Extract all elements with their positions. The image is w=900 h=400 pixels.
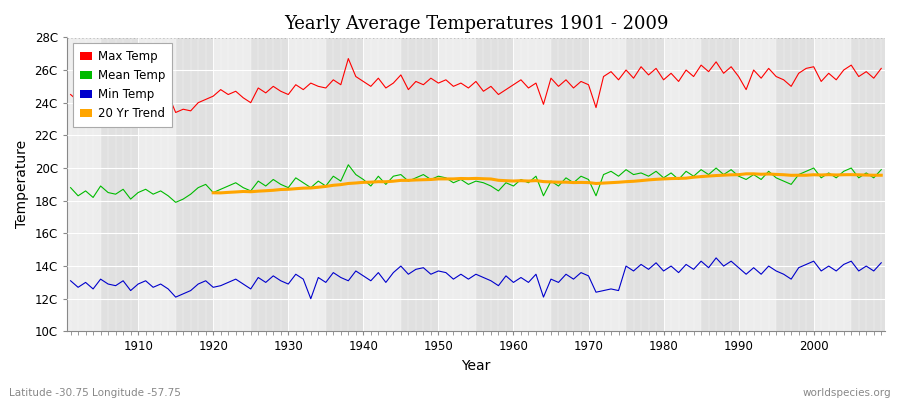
Y-axis label: Temperature: Temperature (15, 140, 29, 228)
Bar (138, 37, 176, 332)
Text: worldspecies.org: worldspecies.org (803, 388, 891, 398)
Bar (438, 37, 476, 332)
Bar (889, 37, 900, 332)
Bar (364, 37, 400, 332)
X-axis label: Year: Year (461, 359, 491, 373)
Bar (663, 37, 701, 332)
Bar (814, 37, 851, 332)
Text: Latitude -30.75 Longitude -57.75: Latitude -30.75 Longitude -57.75 (9, 388, 181, 398)
Bar (288, 37, 326, 332)
Bar (63, 37, 101, 332)
Bar (589, 37, 626, 332)
Bar (213, 37, 251, 332)
Title: Yearly Average Temperatures 1901 - 2009: Yearly Average Temperatures 1901 - 2009 (284, 15, 668, 33)
Bar (513, 37, 551, 332)
Bar (739, 37, 776, 332)
Legend: Max Temp, Mean Temp, Min Temp, 20 Yr Trend: Max Temp, Mean Temp, Min Temp, 20 Yr Tre… (73, 43, 172, 127)
